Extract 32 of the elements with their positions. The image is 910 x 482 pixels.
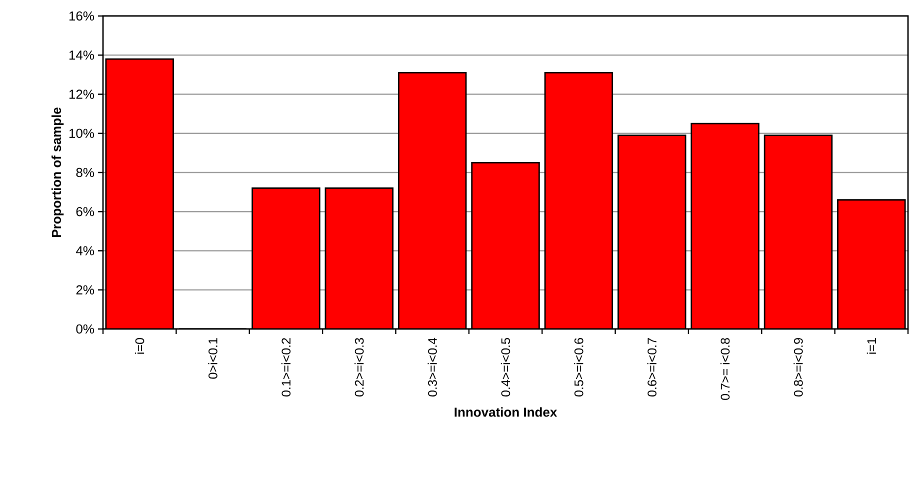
- x-tick-label: i=1: [866, 338, 876, 354]
- x-tick-label: 0.1>=i<0.2: [281, 338, 291, 396]
- bar: [545, 72, 612, 329]
- bar: [398, 72, 466, 329]
- x-axis-title: Innovation Index: [454, 407, 558, 417]
- y-tick-label: 0%: [76, 324, 94, 334]
- y-tick-label: 4%: [76, 246, 94, 256]
- bar: [472, 162, 540, 329]
- bar: [837, 199, 906, 329]
- x-tick-label: i=0: [135, 338, 144, 354]
- bar: [252, 188, 320, 329]
- x-tick-label: 0.7>= i<0.8: [720, 338, 730, 400]
- bar: [764, 135, 832, 329]
- x-tick-label: 0.3>=i<0.4: [428, 338, 437, 396]
- x-tick-label: 0.2>=i<0.3: [354, 338, 364, 396]
- bar: [106, 59, 174, 329]
- x-tick-label: 0.5>=i<0.6: [574, 338, 584, 396]
- y-tick-label: 10%: [69, 128, 94, 138]
- y-tick-label: 6%: [76, 207, 94, 216]
- x-tick-label: 0.6>=i<0.7: [647, 338, 656, 396]
- x-tick-label: 0.4>=i<0.5: [500, 338, 510, 396]
- y-tick-label: 2%: [76, 285, 94, 294]
- y-tick-label: 14%: [69, 50, 94, 60]
- y-tick-label: 16%: [69, 11, 94, 21]
- bar: [691, 124, 759, 329]
- bar: [618, 135, 686, 329]
- y-axis-title: Proportion of sample: [52, 108, 64, 237]
- y-tick-label: 8%: [76, 168, 94, 178]
- x-tick-label: 0>i<0.1: [208, 338, 218, 379]
- x-tick-label: 0.8>=i<0.9: [794, 338, 803, 396]
- bar: [325, 188, 393, 329]
- y-tick-label: 12%: [69, 90, 94, 99]
